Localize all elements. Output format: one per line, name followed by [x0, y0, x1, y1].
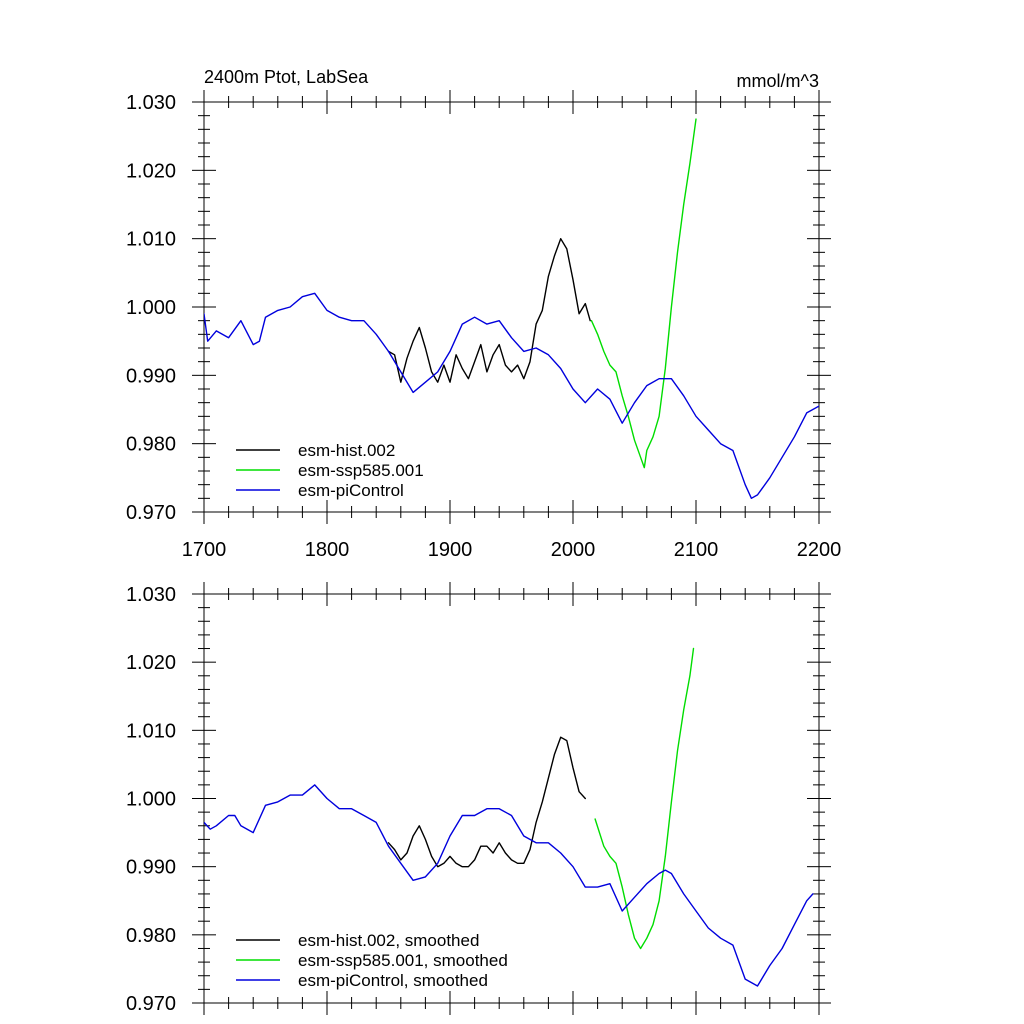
y-tick-label: 0.990: [126, 857, 176, 879]
legend-label: esm-piControl: [298, 481, 404, 500]
x-tick-label: 2100: [674, 539, 719, 561]
legend-label: esm-hist.002: [298, 441, 395, 460]
chart-title: 2400m Ptot, LabSea: [204, 67, 369, 87]
legend-label: esm-ssp585.001, smoothed: [298, 951, 508, 970]
y-tick-label: 0.980: [126, 925, 176, 947]
legend-label: esm-piControl, smoothed: [298, 971, 488, 990]
y-tick-label: 1.030: [126, 92, 176, 114]
y-tick-label: 0.980: [126, 434, 176, 456]
series-line-esm-picontrol-smoothed: [204, 784, 814, 987]
x-tick-label: 1900: [428, 539, 473, 561]
series-line-esm-hist-002: [387, 237, 591, 383]
y-tick-label: 1.030: [126, 584, 176, 606]
series-line-esm-picontrol: [204, 292, 819, 499]
y-tick-label: 1.000: [126, 789, 176, 811]
panel-top: 2400m Ptot, LabSea mmol/m^3 1700 1800 1900…: [126, 67, 841, 561]
x-tick-label: 1700: [182, 539, 227, 561]
y-tick-label: 0.970: [126, 993, 176, 1015]
x-tick-label: 2000: [551, 539, 596, 561]
legend-label: esm-ssp585.001: [298, 461, 424, 480]
y-tick-label: 1.020: [126, 160, 176, 182]
y-tick-label: 0.990: [126, 365, 176, 387]
y-tick-label: 1.010: [126, 720, 176, 742]
x-tick-label: 2200: [797, 539, 842, 561]
panel-bottom: 0.970 0.980 0.990 1.000 1.010 1.020 1.030 esm-h…: [126, 582, 831, 1015]
legend-label: esm-hist.002, smoothed: [298, 931, 479, 950]
series-line-esm-ssp585-001: [590, 118, 697, 469]
y-tick-label: 1.020: [126, 652, 176, 674]
y-tick-label: 1.000: [126, 297, 176, 319]
series-line-esm-ssp585-001-smoothed: [594, 647, 695, 950]
units-label: mmol/m^3: [737, 71, 819, 91]
x-tick-label: 1800: [305, 539, 350, 561]
series-line-esm-hist-002-smoothed: [387, 736, 586, 868]
y-tick-label: 0.970: [126, 502, 176, 524]
y-tick-label: 1.010: [126, 229, 176, 251]
